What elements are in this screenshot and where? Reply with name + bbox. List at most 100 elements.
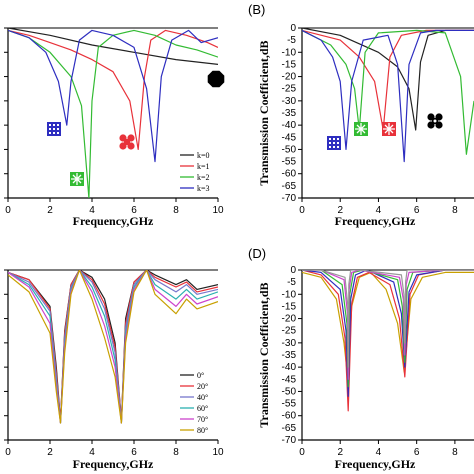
y-tick-label: -50 (282, 144, 297, 155)
x-axis-label: Frequency,GHz (73, 457, 154, 471)
x-tick-label: 8 (452, 205, 458, 216)
legend-label: 40° (197, 393, 208, 402)
x-tick-label: 2 (47, 205, 53, 216)
y-tick-label: -60 (282, 169, 297, 180)
y-tick-label: -35 (282, 350, 297, 361)
y-tick-label: -40 (282, 362, 297, 373)
y-tick-label: -5 (287, 277, 296, 288)
series-line (302, 28, 474, 131)
x-tick-label: 10 (212, 447, 224, 458)
y-tick-label: -30 (282, 338, 297, 349)
cross-pattern-icon (382, 122, 396, 136)
square-pattern-icon (327, 136, 341, 150)
y-tick-label: -15 (282, 59, 297, 70)
legend-label: 60° (197, 404, 208, 413)
series-group (8, 28, 218, 198)
legend-label: k=1 (197, 162, 210, 171)
y-tick-label: -65 (282, 181, 297, 192)
y-axis-label: Transmission Coefficient,dB (257, 282, 271, 427)
x-tick-label: 4 (376, 447, 382, 458)
series-group (302, 28, 474, 163)
panel-label: (D) (248, 246, 266, 261)
legend-label: 70° (197, 415, 208, 424)
x-tick-label: 0 (5, 447, 11, 458)
cross-pattern-icon (354, 122, 368, 136)
square-pattern-icon (47, 122, 61, 136)
y-tick-label: -55 (282, 157, 297, 168)
series-line-80° (8, 270, 218, 424)
panel-2: 0 2 4 6 8 10 Frequency,GHz 0° 20° 40° 60° 70° 80° (4, 269, 224, 471)
x-axis-label: Frequency,GHz (73, 214, 154, 228)
x-tick-label: 4 (376, 205, 382, 216)
y-tick-label: -45 (282, 374, 297, 385)
legend-label: k=2 (197, 173, 210, 182)
panel-label: (B) (248, 2, 265, 17)
y-tick-label: -70 (282, 193, 297, 204)
y-tick-label: -55 (282, 399, 297, 410)
clover-icon (427, 113, 443, 129)
x-tick-label: 0 (5, 205, 11, 216)
y-tick-label: -40 (282, 120, 297, 131)
series-group (8, 270, 218, 424)
x-tick-label: 2 (47, 447, 53, 458)
legend-label: 0° (197, 371, 204, 380)
y-axis-label: Transmission Coefficient,dB (257, 40, 271, 185)
series-line (302, 270, 474, 388)
cross-pattern-icon (70, 172, 84, 186)
y-tick-label: -30 (282, 96, 297, 107)
y-tick-label: -35 (282, 108, 297, 119)
y-tick-label: -45 (282, 132, 297, 143)
octagon-icon (207, 70, 225, 88)
x-tick-label: 4 (89, 205, 95, 216)
y-tick-label: -25 (282, 84, 297, 95)
y-tick-label: -65 (282, 423, 297, 434)
series-line-k=1 (8, 29, 218, 150)
y-tick-label: -20 (282, 72, 297, 83)
x-tick-label: 6 (414, 205, 420, 216)
x-tick-label: 0 (299, 205, 305, 216)
series-line-k=0 (8, 28, 218, 65)
series-line-k=2 (8, 29, 218, 198)
legend-label: k=0 (197, 151, 210, 160)
x-axis-label: Frequency,GHz (335, 214, 416, 228)
series-line (302, 270, 474, 397)
x-tick-label: 8 (452, 447, 458, 458)
series-line (302, 29, 474, 155)
panel-3: 0 2 4 6 80-5-10-15-20-25-30-35-40-45-50-55-6… (248, 246, 474, 471)
x-tick-label: 6 (414, 447, 420, 458)
legend-label: 80° (197, 426, 208, 435)
series-line (302, 29, 474, 131)
series-group (302, 270, 474, 412)
x-tick-label: 10 (212, 205, 224, 216)
series-line (302, 270, 474, 368)
clover-icon (119, 134, 135, 150)
y-tick-label: -20 (282, 314, 297, 325)
series-line (302, 29, 474, 163)
y-tick-label: -5 (287, 35, 296, 46)
x-tick-label: 0 (299, 447, 305, 458)
y-tick-label: -25 (282, 326, 297, 337)
panel-1: 0 2 4 6 80-5-10-15-20-25-30-35-40-45-50-55-6… (248, 2, 474, 228)
x-tick-label: 2 (337, 205, 343, 216)
series-line (302, 271, 474, 380)
x-tick-label: 8 (173, 205, 179, 216)
y-tick-label: 0 (290, 265, 296, 276)
legend-label: 20° (197, 382, 208, 391)
y-tick-label: 0 (290, 23, 296, 34)
y-tick-label: -60 (282, 411, 297, 422)
y-tick-label: -10 (282, 289, 297, 300)
x-tick-label: 6 (131, 205, 137, 216)
x-tick-label: 6 (131, 447, 137, 458)
series-line-k=3 (8, 29, 218, 163)
y-tick-label: -50 (282, 386, 297, 397)
x-tick-label: 2 (337, 447, 343, 458)
x-axis-label: Frequency,GHz (335, 457, 416, 471)
y-tick-label: -15 (282, 301, 297, 312)
series-line (302, 270, 474, 412)
series-line (302, 270, 474, 380)
y-tick-label: -70 (282, 435, 297, 446)
y-tick-label: -10 (282, 47, 297, 58)
panel-0: 0 2 4 6 8 10 Frequency,GHz k=0 k=1 k=2 k=3 (4, 27, 224, 228)
x-tick-label: 8 (173, 447, 179, 458)
